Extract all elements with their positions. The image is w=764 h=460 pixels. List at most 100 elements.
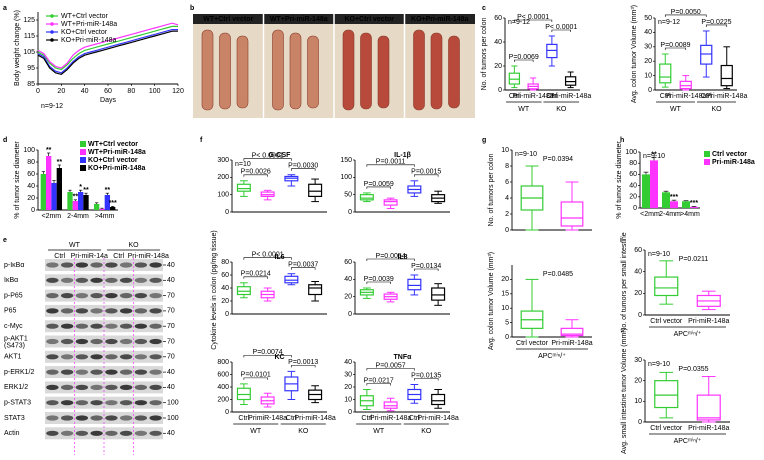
y-tick-label: 0 (348, 209, 352, 216)
y-tick-label: 300 (217, 157, 229, 164)
x-axis-label: Days (100, 97, 116, 104)
y-tick-label: 30 (634, 357, 642, 364)
comparison-bracket (366, 281, 391, 284)
x-tick-label: 80 (127, 88, 135, 95)
x-tick-label: 2-4mm (67, 213, 89, 220)
y-tick-label: 40 (494, 39, 502, 46)
bar (72, 201, 78, 210)
comparison-bracket (243, 355, 292, 358)
comparison-bracket (514, 59, 534, 62)
comparison-bracket (366, 186, 391, 189)
legend-swatch (80, 149, 86, 155)
y-tick-label: 60 (221, 272, 229, 279)
comparison-bracket (705, 24, 728, 27)
series-line (37, 25, 178, 71)
blot-band (119, 384, 133, 390)
blot-band (119, 369, 133, 375)
significance: *** (109, 200, 117, 207)
sample-size: n=9-12 (658, 19, 680, 26)
y-tick-label: 20 (629, 194, 637, 201)
legend-swatch (80, 141, 86, 147)
blot-row-label: IκBα (4, 277, 18, 284)
blot-band (46, 262, 59, 268)
x-tick-label: Ctrl (286, 415, 297, 422)
blot-band (75, 277, 89, 283)
box (308, 183, 323, 197)
x-tick-label: 40 (81, 88, 89, 95)
blot-mw: 100 (167, 415, 179, 422)
y-tick-label: 95 (27, 65, 35, 72)
x-tick-label: Ctrl (546, 93, 557, 100)
y-tick-label: 0 (638, 419, 642, 426)
p-value: P=0.0225 (701, 19, 731, 26)
x-tick-label: Pri-miR-148a (550, 93, 591, 100)
photo-label: WT+Ctrl vector (203, 16, 253, 23)
legend-label: KO+Pri-miR-148a (61, 37, 117, 44)
p-value: P< 0.0001 (252, 153, 284, 160)
box (700, 44, 713, 65)
p-value: P=0.0211 (679, 256, 709, 263)
blot-mw: 70 (167, 338, 175, 345)
significance: ** (73, 194, 79, 201)
blot-band (149, 323, 162, 329)
y-tick-label: 10 (644, 72, 652, 79)
blot-band (149, 338, 162, 345)
group-label: WT (373, 428, 385, 435)
blot-mw: 70 (167, 354, 175, 361)
x-tick-label: Ctrl vector (516, 340, 549, 347)
y-tick-label: 20 (221, 298, 229, 305)
blot-band (134, 415, 148, 421)
p-value: P=0.0394 (543, 156, 573, 163)
blot-band (134, 293, 148, 299)
p-value: P=0.0485 (543, 271, 573, 278)
box (308, 284, 323, 296)
blot-band (46, 415, 59, 421)
bar (78, 192, 84, 210)
x-tick-label: 60 (104, 88, 112, 95)
blot-band (90, 384, 103, 390)
y-axis-label: Avg. small intestine tumor Volume (mm³) (621, 328, 628, 454)
y-tick-label: 10 (344, 396, 352, 403)
blot-band (60, 262, 74, 268)
colon-photo (342, 29, 355, 111)
x-tick-label: Pri-miR-148a (688, 318, 729, 325)
colon-photo (201, 29, 214, 111)
blot-mw: 70 (167, 323, 175, 330)
blot-band (105, 384, 118, 390)
p-value: P=0.0135 (411, 372, 441, 379)
x-tick-label: Pri-miR-148a (513, 93, 554, 100)
p-value: P=0.0059 (364, 181, 394, 188)
sample-size: n=9-10 (515, 151, 537, 158)
bar (110, 207, 116, 210)
blot-band (134, 262, 148, 268)
bar (682, 201, 690, 208)
y-tick-label: 105 (23, 49, 35, 56)
panel-letter: a (3, 5, 7, 12)
y-tick-label: 60 (629, 171, 637, 178)
x-tick-label: Ctrl (238, 415, 249, 422)
blot-mw: 100 (167, 400, 179, 407)
colon-photo (413, 29, 425, 111)
blot-band (75, 338, 89, 345)
blot-band (90, 323, 103, 329)
box (383, 199, 398, 206)
chart-title: TNFα (394, 354, 413, 361)
y-tick-label: 0 (31, 207, 35, 214)
blot-mw: 70 (167, 308, 175, 315)
p-value: P=0.0214 (241, 271, 271, 278)
blot-band (60, 415, 74, 421)
y-tick-label: 10 (501, 305, 509, 312)
y-tick-label: 100 (340, 174, 352, 181)
significance: ** (105, 187, 111, 194)
panel-letter: f (200, 137, 203, 144)
group-label: WT (518, 106, 530, 113)
blot-row-sublabel: (S473) (4, 342, 25, 349)
y-tick-label: 50 (344, 192, 352, 199)
blot-band (46, 400, 59, 406)
blot-band (119, 293, 133, 299)
blot-band (134, 308, 148, 314)
blot-band (60, 338, 74, 345)
blot-band (105, 277, 118, 283)
p-value: P=0.0026 (241, 169, 271, 176)
y-tick-label: 0 (505, 227, 509, 234)
